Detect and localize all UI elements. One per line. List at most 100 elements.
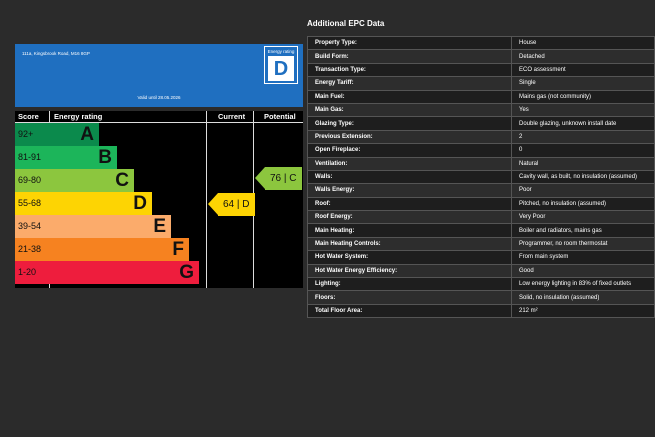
row-value: Double glazing, unknown install date	[511, 116, 655, 131]
badge-label: Energy rating	[267, 49, 295, 54]
row-value: House	[511, 35, 655, 51]
band-bar-a: A	[49, 123, 99, 146]
property-address: 111a, Kingsbrook Road, M16 8GP	[22, 51, 90, 56]
row-value: Programmer, no room thermostat	[511, 236, 655, 252]
table-row: Total Floor Area: 212 m²	[307, 303, 655, 319]
arrow-tip	[208, 193, 218, 215]
potential-letter: C	[289, 173, 297, 184]
arrow-tip	[255, 167, 265, 189]
current-header: Current	[218, 112, 246, 121]
badge-letter: D	[268, 56, 294, 81]
row-value: 212 m²	[511, 303, 655, 319]
band-letter: F	[172, 239, 184, 260]
row-value: 0	[511, 143, 655, 158]
band-bar-g: G	[49, 261, 199, 284]
table-row: Floors: Solid, no insulation (assumed)	[307, 290, 655, 305]
row-value: Single	[511, 76, 655, 91]
row-label: Hot Water System:	[307, 250, 512, 265]
header-divider	[15, 122, 303, 123]
band-bar-b: B	[49, 146, 117, 169]
row-label: Previous Extension:	[307, 129, 512, 145]
row-label: Glazing Type:	[307, 116, 512, 131]
valid-until: Valid until 28.05.2026	[137, 95, 181, 100]
row-label: Hot Water Energy Efficiency:	[307, 263, 512, 279]
row-value: Very Poor	[511, 210, 655, 225]
row-value: Mains gas (not community)	[511, 89, 655, 104]
table-row: Main Heating Controls: Programmer, no roo…	[307, 236, 655, 252]
row-label: Floors:	[307, 290, 512, 305]
row-value: Low energy lighting in 83% of fixed outl…	[511, 277, 655, 292]
separator: |	[281, 173, 290, 184]
band-score: 55-68	[15, 192, 49, 215]
band-bar-f: F	[49, 238, 189, 261]
row-label: Transaction Type:	[307, 62, 512, 78]
row-label: Ventilation:	[307, 156, 512, 171]
band-score: 81-91	[15, 146, 49, 169]
table-row: Roof Energy: Very Poor	[307, 210, 655, 225]
table-row: Energy Tariff: Single	[307, 76, 655, 91]
row-value: Pitched, no insulation (assumed)	[511, 196, 655, 212]
band-bar-e: E	[49, 215, 171, 238]
row-value: Boiler and radiators, mains gas	[511, 223, 655, 238]
band-letter: D	[133, 193, 147, 214]
row-label: Roof:	[307, 196, 512, 212]
table-row: Walls: Cavity wall, as built, no insulati…	[307, 169, 655, 185]
table-row: Ventilation: Natural	[307, 156, 655, 171]
table-row: Open Fireplace: 0	[307, 143, 655, 158]
band-score: 69-80	[15, 169, 49, 192]
row-value: Detached	[511, 49, 655, 64]
score-header: Score	[18, 112, 39, 121]
row-label: Energy Tariff:	[307, 76, 512, 91]
row-value: Natural	[511, 156, 655, 171]
table-row: Walls Energy: Poor	[307, 183, 655, 198]
row-label: Build Form:	[307, 49, 512, 64]
band-letter: G	[179, 262, 194, 283]
table-row: Property Type: House	[307, 35, 655, 51]
row-value: 2	[511, 129, 655, 145]
table-row: Roof: Pitched, no insulation (assumed)	[307, 196, 655, 212]
row-label: Main Fuel:	[307, 89, 512, 104]
row-value: Solid, no insulation (assumed)	[511, 290, 655, 305]
table-row: Previous Extension: 2	[307, 129, 655, 145]
current-score: 64	[223, 199, 235, 210]
band-score: 39-54	[15, 215, 49, 238]
column-divider	[206, 111, 207, 288]
row-label: Total Floor Area:	[307, 303, 512, 319]
band-bar-c: C	[49, 169, 134, 192]
row-label: Walls:	[307, 169, 512, 185]
row-label: Main Gas:	[307, 102, 512, 118]
potential-header: Potential	[264, 112, 296, 121]
separator: |	[234, 199, 243, 210]
row-value: From main system	[511, 250, 655, 265]
table-row: Main Fuel: Mains gas (not community)	[307, 89, 655, 104]
energy-rating-badge: Energy rating D	[264, 46, 298, 84]
row-label: Property Type:	[307, 35, 512, 51]
band-score: 21-38	[15, 238, 49, 261]
additional-data-title: Additional EPC Data	[307, 19, 385, 28]
current-rating-value: 64 | D	[218, 193, 255, 216]
epc-data-table: Property Type: House Build Form: Detached Tr…	[307, 35, 655, 319]
band-score: 1-20	[15, 261, 49, 284]
table-row: Lighting: Low energy lighting in 83% of f…	[307, 277, 655, 292]
row-value: ECO assessment	[511, 62, 655, 78]
table-row: Main Heating: Boiler and radiators, mains…	[307, 223, 655, 238]
row-label: Roof Energy:	[307, 210, 512, 225]
row-label: Lighting:	[307, 277, 512, 292]
band-letter: E	[153, 216, 166, 237]
table-row: Glazing Type: Double glazing, unknown ins…	[307, 116, 655, 131]
table-row: Main Gas: Yes	[307, 102, 655, 118]
row-value: Cavity wall, as built, no insulation (as…	[511, 169, 655, 185]
energy-rating-header: Energy rating	[54, 112, 103, 121]
row-value: Good	[511, 263, 655, 279]
row-value: Poor	[511, 183, 655, 198]
band-letter: C	[115, 170, 129, 191]
row-label: Main Heating:	[307, 223, 512, 238]
table-row: Hot Water Energy Efficiency: Good	[307, 263, 655, 279]
certificate-header: 111a, Kingsbrook Road, M16 8GP Valid unt…	[15, 44, 303, 107]
row-label: Walls Energy:	[307, 183, 512, 198]
table-row: Transaction Type: ECO assessment	[307, 62, 655, 78]
potential-rating-value: 76 | C	[265, 167, 302, 190]
band-letter: A	[80, 124, 94, 145]
current-letter: D	[242, 199, 250, 210]
row-label: Open Fireplace:	[307, 143, 512, 158]
